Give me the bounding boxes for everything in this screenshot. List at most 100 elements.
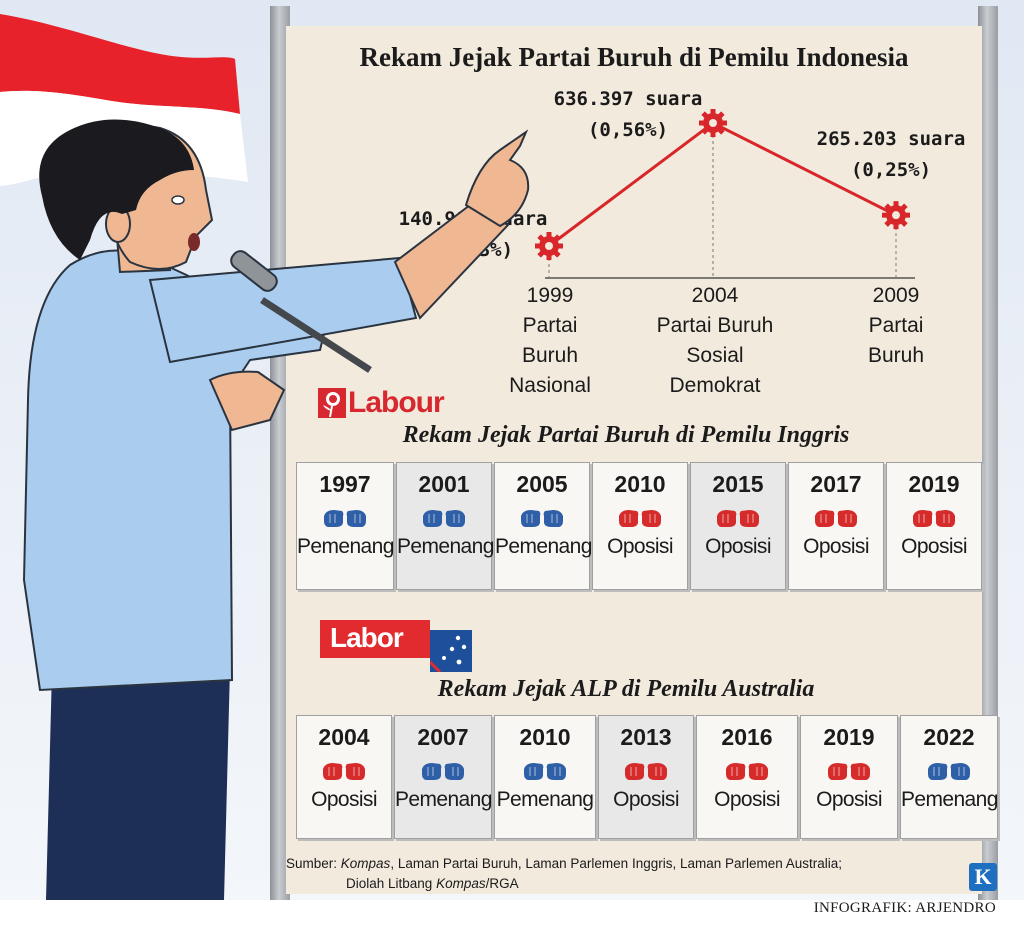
card-year: 2004: [318, 724, 370, 750]
pct-2004: (0,56%): [587, 119, 669, 141]
year-1999: 1999: [526, 284, 574, 307]
southern-cross-icon: [430, 630, 472, 672]
card-year: 2019: [908, 471, 960, 497]
labour-logo-text: Labour: [348, 386, 445, 419]
card-result: Oposisi: [607, 535, 673, 558]
board-pole-right: [978, 6, 998, 900]
x-label-2009: 2009 Partai Buruh: [836, 281, 956, 371]
source-kompas: Kompas: [340, 856, 391, 871]
card-icon-wrap: [297, 760, 391, 782]
au-card-2: 2010 Pemenang: [494, 715, 596, 839]
uk-card-4: 2015 Oposisi: [690, 462, 786, 590]
votes-2009: 265.203 suara: [816, 128, 966, 150]
red-fists-icon: [717, 510, 759, 527]
card-result: Oposisi: [705, 535, 771, 558]
main-title: Rekam Jejak Partai Buruh di Pemilu Indon…: [359, 42, 909, 72]
card-result: Oposisi: [613, 788, 679, 811]
au-card-1: 2007 Pemenang: [394, 715, 492, 839]
red-fists-icon: [726, 763, 768, 780]
party-2009-line1: Partai: [868, 314, 924, 337]
point-marker-2009: [882, 201, 910, 230]
source-line-2: Diolah Litbang Kompas/RGA: [286, 874, 842, 894]
point-marker-1999: [535, 232, 563, 260]
card-result: Pemenang: [297, 535, 394, 558]
party-1999-line3: Nasional: [509, 374, 591, 397]
card-result: Pemenang: [395, 788, 492, 811]
blue-fists-icon: [324, 510, 366, 527]
card-result: Pemenang: [397, 535, 494, 558]
vote-label-2009: 265.203 suara (0,25%): [806, 124, 976, 186]
red-fists-icon: [913, 510, 955, 527]
card-result: Oposisi: [714, 788, 780, 811]
au-card-4: 2016 Oposisi: [696, 715, 798, 839]
uk-section-title: Rekam Jejak Partai Buruh di Pemilu Inggr…: [402, 422, 850, 448]
uk-card-0: 1997 Pemenang: [296, 462, 394, 590]
au-card-0: 2004 Oposisi: [296, 715, 392, 839]
card-year: 2016: [721, 724, 773, 750]
source-line2-kompas: Kompas: [436, 876, 486, 891]
card-year: 2007: [417, 724, 469, 750]
source-line-1: Sumber: Kompas, Laman Partai Buruh, Lama…: [286, 854, 842, 874]
card-icon-wrap: [901, 760, 997, 782]
card-year: 2013: [620, 724, 672, 750]
au-card-3: 2013 Oposisi: [598, 715, 694, 839]
kompas-logo-letter: K: [974, 864, 992, 889]
uk-card-3: 2010 Oposisi: [592, 462, 688, 590]
party-2004-line3: Demokrat: [669, 374, 761, 397]
card-year: 2015: [712, 471, 764, 497]
card-year: 2005: [516, 471, 568, 497]
year-2004: 2004: [691, 284, 739, 307]
labor-logo-box: Labor: [320, 620, 430, 658]
card-icon-wrap: [697, 760, 797, 782]
uk-card-6: 2019 Oposisi: [886, 462, 982, 590]
card-result: Pemenang: [496, 788, 594, 811]
source-line2-prefix: Diolah Litbang: [346, 876, 437, 891]
card-icon-wrap: [395, 760, 491, 782]
year-2009: 2009: [872, 284, 920, 307]
party-1999-line1: Partai: [522, 314, 578, 337]
labor-logo-text: Labor: [330, 622, 404, 653]
x-label-2004: 2004 Partai Buruh Sosial Demokrat: [640, 281, 790, 401]
party-1999-line2: Buruh: [521, 344, 579, 367]
red-fists-icon: [828, 763, 870, 780]
red-fists-icon: [625, 763, 667, 780]
vote-label-2004: 636.397 suara (0,56%): [548, 84, 708, 146]
card-icon-wrap: [593, 507, 687, 529]
card-result: Oposisi: [311, 788, 377, 811]
source-rest: , Laman Partai Buruh, Laman Parlemen Ing…: [390, 856, 843, 871]
card-year: 2019: [823, 724, 875, 750]
speaker-illustration: [22, 119, 530, 900]
card-icon-wrap: [495, 507, 589, 529]
pct-2009: (0,25%): [850, 159, 932, 181]
uk-card-2: 2005 Pemenang: [494, 462, 592, 590]
uk-card-1: 2001 Pemenang: [396, 462, 494, 590]
card-year: 2022: [923, 724, 975, 750]
uk-results-row: 1997 Pemenang 2001 Pemenang 2005 Pemenang 2010…: [296, 462, 984, 590]
card-result: Pemenang: [901, 788, 998, 811]
au-section-title: Rekam Jejak ALP di Pemilu Australia: [437, 676, 815, 702]
point-marker-2004: [699, 109, 727, 137]
blue-fists-icon: [521, 510, 563, 527]
red-fists-icon: [815, 510, 857, 527]
card-icon-wrap: [495, 760, 595, 782]
party-2004-line2: Sosial: [686, 344, 744, 367]
card-icon-wrap: [599, 760, 693, 782]
card-icon-wrap: [789, 507, 883, 529]
x-label-1999: 1999 Partai Buruh Nasional: [480, 281, 620, 401]
votes-2004: 636.397 suara: [553, 88, 703, 110]
card-year: 2010: [519, 724, 571, 750]
kompas-logo: K: [969, 863, 997, 891]
card-icon-wrap: [397, 507, 491, 529]
source-prefix: Sumber:: [286, 856, 341, 871]
card-year: 2001: [418, 471, 470, 497]
card-year: 2010: [614, 471, 666, 497]
party-2009-line2: Buruh: [867, 344, 925, 367]
card-icon-wrap: [691, 507, 785, 529]
credit: INFOGRAFIK: ARJENDRO: [813, 900, 996, 916]
board-pole-left: [270, 6, 290, 900]
card-result: Oposisi: [816, 788, 882, 811]
card-icon-wrap: [297, 507, 393, 529]
uk-card-5: 2017 Oposisi: [788, 462, 884, 590]
blue-fists-icon: [524, 763, 566, 780]
